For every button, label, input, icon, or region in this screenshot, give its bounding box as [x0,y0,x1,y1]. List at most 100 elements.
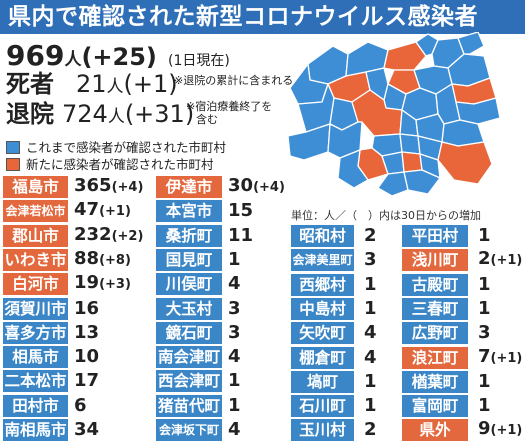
municipality-name: 三春町 [402,298,468,320]
deaths-note: ※退院の累計に含まれる [174,74,294,87]
case-count-value: 16 [74,298,100,319]
municipality-name: 石川町 [291,395,354,417]
table-row: 西会津町 1 [156,370,241,392]
case-count-value: 1 [478,395,491,416]
municipality-name: 会津若松市 [3,200,68,222]
case-count: 11 [222,225,253,247]
municipality-name: 郡山市 [3,225,68,247]
total-cases-value: 969 [6,39,65,72]
municipality-name: 田村市 [3,395,68,417]
recovered-increase: (+31) [124,100,195,128]
case-count-value: 30 [228,175,254,196]
deaths: 死者 21人(+1) [6,72,178,96]
case-count: 7(+1) [468,346,522,370]
municipality-name: 会津美里町 [291,249,354,271]
case-count: 1 [354,371,377,393]
recovered-label: 退院 [6,100,54,128]
table-row: いわき市 88(+8) [3,248,131,272]
case-count-value: 2 [364,419,377,440]
case-count: 4 [354,347,377,369]
case-count: 1 [222,249,241,271]
table-row: 田村市 6 [3,395,87,417]
case-count: 3 [222,298,241,320]
table-row: 二本松市 17 [3,370,99,392]
table-row: 川俣町 4 [156,273,241,295]
table-row: 浅川町 2(+1) [402,248,523,271]
map-area-naraha [441,119,485,147]
municipality-name: 昭和村 [291,225,354,247]
map-area-iwaki [437,141,493,185]
municipality-name: 玉川村 [291,419,354,441]
case-count-value: 6 [74,395,87,416]
municipality-name: 棚倉町 [291,347,354,369]
date-note: (1日現在) [168,53,230,69]
municipality-name: 大玉村 [156,298,222,320]
recovered: 退院 724人(+31) [6,102,194,126]
recovered-note-line2: 含む [196,113,218,126]
municipality-name: 伊達市 [156,176,222,198]
case-count-value: 10 [74,346,100,367]
map-area-tanagura [377,171,409,197]
table-row: 桑折町 11 [156,225,253,247]
case-count: 1 [468,298,491,320]
case-count: 4 [222,346,241,368]
table-row: 会津坂下町 4 [156,419,241,441]
legend-prior: これまで感染者が確認された市町村 [6,139,226,156]
table-row: 楢葉町 1 [402,371,491,393]
table-row: 矢吹町 4 [291,322,377,344]
total-cases-unit: 人 [64,50,82,70]
table-row: 相馬市 10 [3,346,99,368]
case-count-value: 1 [364,298,377,319]
case-count: 1 [468,225,491,247]
table-row: 国見町 1 [156,249,241,271]
municipality-name: 西郷村 [291,274,354,296]
table-row: 玉川村 2 [291,419,377,441]
municipality-name: 浅川町 [402,249,468,271]
case-count-value: 13 [74,322,100,343]
case-increase: (+4) [111,180,144,195]
case-increase: (+1) [490,253,523,268]
map-area-ishikawa [399,133,421,155]
case-count: 365(+4) [68,175,143,199]
table-row: 本宮市 15 [156,200,253,222]
table-row: 古殿町 1 [402,274,491,296]
table-row: 郡山市 232(+2) [3,224,143,247]
municipality-name: 南会津町 [156,346,222,368]
case-count: 4 [354,322,377,344]
recovered-note-line1: ※宿泊療養終了を [186,100,273,113]
case-count: 34 [68,419,99,441]
case-count: 10 [68,346,99,368]
table-row: 伊達市 30(+4) [156,175,285,198]
case-count-value: 3 [228,298,241,319]
legend-swatch-blue [6,141,20,154]
municipality-name: 相馬市 [3,346,68,368]
legend-new: 新たに感染者が確認された市町村 [6,156,226,173]
table-row: 会津美里町 3 [291,249,377,271]
case-count-value: 232 [74,224,112,245]
case-count-value: 1 [228,370,241,391]
case-count: 88(+8) [68,248,131,272]
case-count-value: 1 [478,274,491,295]
case-count: 16 [68,298,99,320]
case-count: 1 [468,274,491,296]
municipality-name: 鏡石町 [156,322,222,344]
legend-new-label: 新たに感染者が確認された市町村 [26,157,214,172]
case-count: 4 [222,273,241,295]
case-count: 9(+1) [468,418,522,442]
municipality-name: 須賀川市 [3,298,68,320]
case-count: 1 [354,298,377,320]
table-row: 白河市 19(+3) [3,272,131,295]
case-count-value: 1 [478,298,491,319]
case-count-value: 1 [228,249,241,270]
case-count-value: 365 [74,175,112,196]
case-count: 6 [68,395,87,417]
municipality-name: 福島市 [3,176,68,198]
case-count-value: 34 [74,419,100,440]
case-count: 3 [354,249,377,271]
deaths-value: 21 [76,70,107,98]
case-count: 3 [468,322,491,344]
case-count-value: 7 [478,346,491,367]
case-count: 1 [354,395,377,417]
municipality-name: 西会津町 [156,370,222,392]
municipality-name: 二本松市 [3,370,68,392]
